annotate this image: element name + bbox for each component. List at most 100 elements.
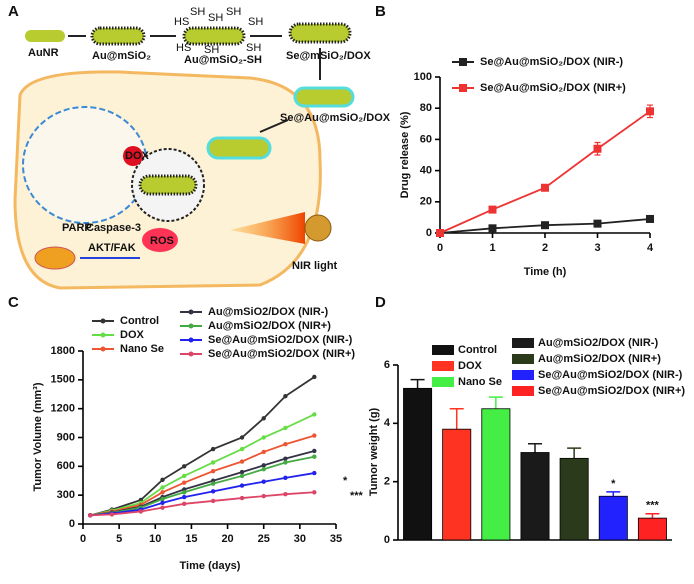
marker — [312, 412, 317, 417]
panel-a: A AuNR Au@mSiO₂ Au@mSiO₂-SH Se@mSiO₂/DOX… — [8, 3, 391, 290]
x-tick-label: 2 — [542, 242, 548, 254]
label: DOX — [125, 150, 150, 162]
y-tick-label: 80 — [420, 102, 432, 114]
y-axis-label: Tumor weight (g) — [368, 407, 380, 496]
marker — [109, 512, 115, 517]
marker — [182, 473, 187, 479]
marker — [312, 374, 317, 380]
marker — [160, 485, 165, 490]
marker — [239, 446, 245, 452]
bar — [442, 428, 472, 541]
label: Se@mSiO₂/DOX — [286, 50, 371, 62]
legend-label: Se@Au@mSiO2/DOX (NIR-) — [208, 334, 353, 346]
panel-label: D — [375, 294, 386, 311]
legend-marker — [188, 351, 194, 357]
marker — [312, 470, 317, 476]
annotation: *** — [646, 500, 660, 512]
marker — [312, 448, 317, 454]
marker — [239, 435, 245, 440]
error-bar — [645, 513, 660, 519]
marker — [239, 473, 245, 479]
nucleus — [22, 106, 148, 224]
marker — [261, 463, 266, 468]
sh: SH — [248, 16, 263, 28]
x-tick-label: 35 — [330, 533, 342, 545]
marker — [138, 509, 144, 514]
label: ROS — [150, 235, 174, 247]
annotation: *** — [350, 490, 364, 502]
y-tick-label: 0 — [384, 534, 390, 546]
panel-label: B — [375, 3, 386, 20]
error-bar — [488, 396, 503, 409]
label: PARP — [62, 222, 92, 234]
bar — [637, 517, 667, 541]
label: AKT/FAK — [88, 242, 136, 254]
x-tick-label: 0 — [80, 533, 86, 545]
marker — [160, 496, 165, 502]
y-tick-label: 0 — [69, 518, 75, 530]
label: NIR light — [292, 260, 338, 272]
ros — [142, 228, 178, 252]
legend-swatch — [512, 370, 534, 380]
legend-marker — [100, 332, 106, 338]
bar — [520, 452, 550, 541]
sh: SH — [204, 44, 219, 56]
marker — [646, 107, 654, 116]
label: Au@mSiO₂ — [92, 50, 151, 62]
rod — [25, 30, 65, 42]
legend-marker — [100, 318, 106, 324]
sh: SH — [226, 6, 241, 18]
legend-label: Nano Se — [120, 343, 164, 355]
marker — [593, 219, 602, 228]
label: AuNR — [28, 47, 59, 59]
series-line — [90, 434, 315, 517]
rod — [138, 174, 198, 196]
marker — [283, 393, 288, 399]
marker — [239, 483, 245, 488]
annotation: * — [611, 478, 616, 490]
legend-label: Se@Au@mSiO₂/DOX (NIR+) — [480, 82, 626, 94]
x-tick-label: 15 — [185, 533, 197, 545]
marker — [182, 494, 187, 500]
y-tick-label: 20 — [420, 196, 432, 208]
sh: SH — [246, 42, 261, 54]
error-bar — [449, 408, 464, 430]
series-line — [90, 455, 315, 517]
marker — [160, 500, 165, 506]
legend-label: Se@Au@mSiO2/DOX (NIR+) — [208, 348, 355, 360]
series-line — [90, 413, 315, 517]
marker — [182, 501, 187, 507]
marker — [88, 513, 93, 518]
rod — [182, 26, 246, 46]
y-axis-label: Drug release (%) — [399, 111, 411, 198]
rod — [293, 86, 355, 108]
marker — [312, 433, 317, 438]
arrow — [68, 35, 321, 133]
legend-marker — [188, 337, 194, 343]
marker — [283, 460, 288, 465]
y-tick-label: 1500 — [51, 374, 75, 386]
x-tick-label: 5 — [116, 533, 122, 545]
legend-marker — [459, 58, 467, 66]
y-axis-label: Tumor Volume (mm³) — [32, 382, 44, 491]
nir-beam — [230, 212, 305, 244]
x-tick-label: 20 — [221, 533, 233, 545]
x-axis-label: Time (days) — [180, 560, 241, 572]
series-line — [90, 491, 315, 517]
marker — [210, 489, 216, 494]
y-tick-label: 0 — [426, 227, 432, 239]
legend-marker — [188, 323, 194, 329]
marker — [182, 464, 187, 469]
marker — [210, 468, 216, 474]
marker — [261, 493, 266, 499]
panel-label: A — [8, 3, 19, 20]
x-tick-label: 25 — [258, 533, 270, 545]
marker — [312, 454, 317, 459]
marker — [488, 224, 497, 233]
error-bar — [528, 443, 542, 453]
marker — [283, 442, 288, 447]
marker — [261, 479, 266, 484]
marker — [593, 144, 602, 153]
marker — [283, 456, 288, 461]
